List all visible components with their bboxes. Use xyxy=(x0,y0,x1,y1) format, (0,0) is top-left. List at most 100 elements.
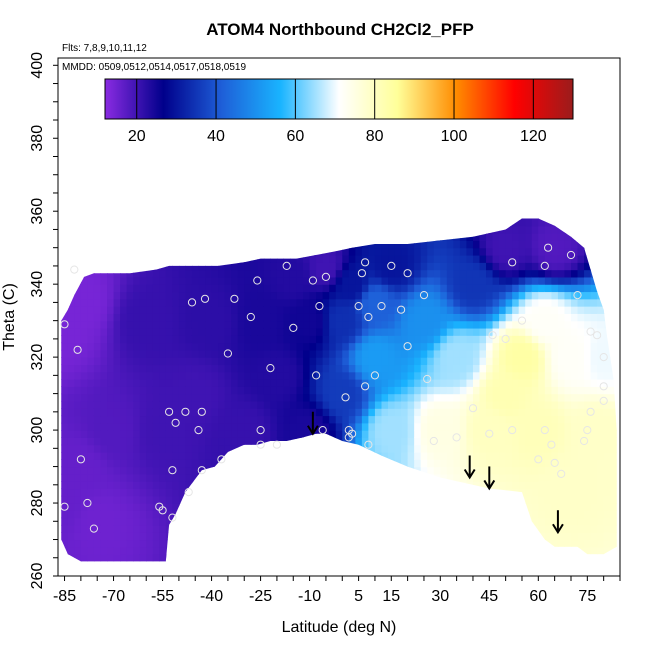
heatmap-cell xyxy=(329,561,336,569)
heatmap-cell xyxy=(152,313,160,322)
heatmap-cell xyxy=(603,451,611,460)
heatmap-cell xyxy=(87,218,95,227)
heatmap-cell xyxy=(512,510,520,519)
heatmap-cell xyxy=(309,327,317,336)
heatmap-cell xyxy=(414,473,422,482)
heatmap-cell xyxy=(270,473,278,482)
heatmap-cell xyxy=(237,510,245,519)
heatmap-cell xyxy=(486,444,494,453)
heatmap-cell xyxy=(198,218,206,227)
heatmap-cell xyxy=(590,444,598,453)
heatmap-cell xyxy=(388,349,396,358)
heatmap-cell xyxy=(250,393,258,402)
heatmap-cell xyxy=(107,466,115,475)
heatmap-cell xyxy=(231,379,239,387)
heatmap-cell xyxy=(270,357,278,366)
heatmap-cell xyxy=(433,400,441,409)
heatmap-cell xyxy=(93,517,102,526)
heatmap-cell xyxy=(303,233,311,241)
heatmap-cell xyxy=(557,335,566,344)
heatmap-cell xyxy=(191,481,200,490)
heatmap-cell xyxy=(263,371,271,380)
heatmap-cell xyxy=(218,539,226,548)
heatmap-cell xyxy=(355,503,363,511)
heatmap-cell xyxy=(518,466,526,475)
heatmap-cell xyxy=(270,408,278,417)
heatmap-cell xyxy=(401,459,409,468)
heatmap-cell xyxy=(518,386,526,395)
heatmap-cell xyxy=(218,546,226,555)
heatmap-cell xyxy=(414,546,422,555)
heatmap-cell xyxy=(329,269,337,278)
heatmap-cell xyxy=(342,371,350,380)
heatmap-cell xyxy=(407,503,415,511)
heatmap-cell xyxy=(244,335,252,344)
heatmap-cell xyxy=(505,430,513,438)
heatmap-cell xyxy=(433,284,441,293)
heatmap-cell xyxy=(224,291,232,300)
heatmap-cell xyxy=(401,393,409,402)
heatmap-cell xyxy=(303,204,310,212)
heatmap-cell xyxy=(414,481,422,490)
heatmap-cell xyxy=(590,539,598,548)
heatmap-cell xyxy=(133,291,141,300)
heatmap-cell xyxy=(427,342,435,351)
heatmap-cell xyxy=(335,276,343,285)
heatmap-cell xyxy=(61,291,69,300)
heatmap-cell xyxy=(276,313,285,322)
heatmap-cell xyxy=(525,546,533,555)
heatmap-cell xyxy=(74,503,82,511)
heatmap-cell xyxy=(492,510,500,519)
heatmap-cell xyxy=(178,225,187,234)
heatmap-cell xyxy=(335,422,343,431)
heatmap-cell xyxy=(165,481,173,490)
heatmap-cell xyxy=(263,349,271,358)
heatmap-cell xyxy=(512,408,520,417)
heatmap-cell xyxy=(61,284,69,293)
heatmap-cell xyxy=(584,313,592,322)
heatmap-cell xyxy=(198,510,206,519)
heatmap-cell xyxy=(120,459,128,468)
heatmap-cell xyxy=(394,291,402,300)
heatmap-cell xyxy=(303,320,311,329)
heatmap-cell xyxy=(133,371,141,380)
heatmap-cell xyxy=(401,298,409,307)
heatmap-cell xyxy=(538,503,546,511)
heatmap-cell xyxy=(61,240,69,249)
heatmap-cell xyxy=(290,204,297,212)
heatmap-cell xyxy=(146,554,154,562)
heatmap-cell xyxy=(472,517,481,526)
heatmap-cell xyxy=(531,218,539,220)
heatmap-cell xyxy=(61,327,69,336)
heatmap-cell xyxy=(453,218,461,227)
heatmap-cell xyxy=(486,415,494,424)
heatmap-cell xyxy=(342,393,350,402)
heatmap-cell xyxy=(185,554,193,562)
heatmap-cell xyxy=(283,233,291,241)
heatmap-cell xyxy=(205,371,213,380)
heatmap-cell xyxy=(218,408,226,417)
heatmap-cell xyxy=(61,298,69,307)
heatmap-cell xyxy=(146,204,153,212)
heatmap-cell xyxy=(374,451,383,460)
heatmap-cell xyxy=(303,451,311,460)
heatmap-cell xyxy=(361,357,369,366)
heatmap-cell xyxy=(577,422,585,431)
heatmap-cell xyxy=(218,342,226,351)
heatmap-cell xyxy=(577,437,585,446)
heatmap-cell xyxy=(231,451,239,460)
heatmap-cell xyxy=(531,488,539,497)
heatmap-cell xyxy=(185,437,193,446)
heatmap-cell xyxy=(551,386,559,395)
heatmap-cell xyxy=(355,204,362,212)
heatmap-cell xyxy=(303,473,311,482)
heatmap-cell xyxy=(250,532,258,541)
heatmap-cell xyxy=(178,451,187,460)
heatmap-cell xyxy=(518,254,526,263)
heatmap-cell xyxy=(309,488,317,497)
heatmap-cell xyxy=(401,503,409,511)
heatmap-cell xyxy=(335,459,343,468)
heatmap-cell xyxy=(531,539,539,548)
heatmap-cell xyxy=(329,503,337,511)
heatmap-cell xyxy=(525,371,533,380)
